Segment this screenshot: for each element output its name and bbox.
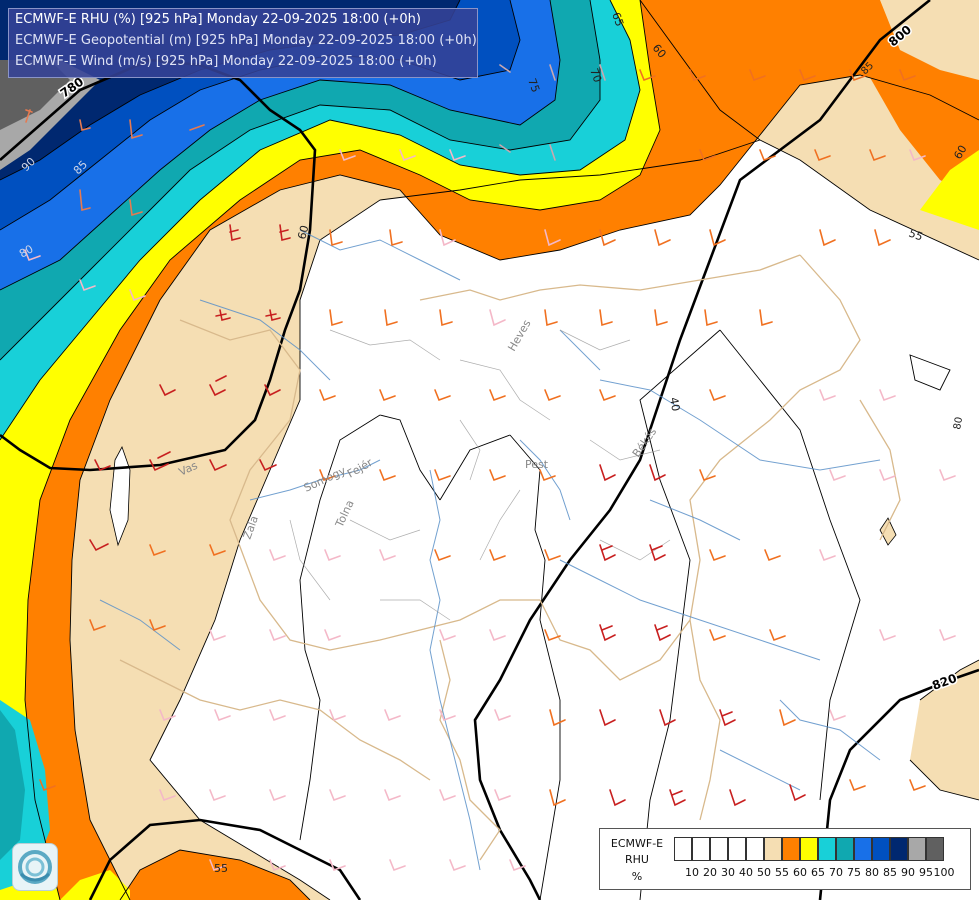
legend-tick-label: 70 (829, 866, 843, 879)
rh-label: 60 (295, 224, 311, 241)
legend-swatch (710, 837, 728, 861)
legend-swatch (926, 837, 944, 861)
legend-swatch (746, 837, 764, 861)
legend-swatch (674, 837, 692, 861)
legend-swatch (764, 837, 782, 861)
rh-label: 75 (525, 77, 542, 95)
rh-label: 55 (214, 862, 228, 875)
rh-label: 65 (609, 11, 626, 29)
legend-tick-label: 30 (721, 866, 735, 879)
county-borders (119, 254, 901, 861)
legend-swatch (908, 837, 926, 861)
legend-unit: % (631, 870, 643, 883)
legend-tick-label: 65 (811, 866, 825, 879)
legend-swatch (782, 837, 800, 861)
wind-barb (24, 149, 956, 872)
rh-65-area-ne (920, 150, 979, 230)
rh-label: 40 (667, 396, 682, 412)
legend-tick-label: 85 (883, 866, 897, 879)
legend-swatch (872, 837, 890, 861)
legend-swatch (692, 837, 710, 861)
legend-swatch (728, 837, 746, 861)
wind-barbs (24, 64, 956, 872)
rh-label: 55 (907, 227, 925, 244)
legend-ticks: 10 20 30 40 50 55 60 65 70 75 80 85 90 95 100 (674, 866, 974, 880)
legend-model: ECMWF-E (610, 837, 664, 850)
legend-tick-label: 100 (933, 866, 955, 879)
wind-barb (25, 109, 205, 217)
title-line-geopotential: ECMWF-E Geopotential (m) [925 hPa] Monda… (15, 33, 477, 48)
map-title-box: ECMWF-E RHU (%) [925 hPa] Monday 22-09-2… (8, 8, 478, 78)
wind-barb (499, 64, 606, 161)
place-pest: Pest (525, 458, 549, 471)
rivers (99, 229, 881, 871)
wind-barb (39, 69, 926, 807)
legend-swatch (854, 837, 872, 861)
legend-tick-label: 40 (739, 866, 753, 879)
rh-label: 80 (17, 242, 36, 260)
legend-swatch (890, 837, 908, 861)
rh-70-area (0, 0, 640, 880)
rh-label: 60 (951, 143, 969, 162)
legend-tick-label: 20 (703, 866, 717, 879)
legend-tick-label: 50 (757, 866, 771, 879)
rh-label: 80 (952, 416, 965, 430)
rh-low-pocket (109, 446, 131, 547)
legend-tick-label: 60 (793, 866, 807, 879)
legend-tick-label: 90 (901, 866, 915, 879)
rh-60-area-ne (860, 60, 979, 200)
legend-tick-label: 55 (775, 866, 789, 879)
legend-tick-label: 10 (685, 866, 699, 879)
legend-swatch (836, 837, 854, 861)
legend-tick-label: 75 (847, 866, 861, 879)
rh-label: 70 (587, 67, 604, 85)
legend-swatch (800, 837, 818, 861)
color-legend: ECMWF-E RHU % 10 20 30 40 50 55 60 65 70 75 80 85 90… (599, 828, 971, 890)
legend-tick-label: 95 (919, 866, 933, 879)
legend-swatch (818, 837, 836, 861)
logo (12, 843, 58, 891)
legend-swatches (674, 837, 944, 861)
logo-icon (18, 850, 52, 884)
rh-75-area-west (0, 710, 25, 860)
title-line-wind: ECMWF-E Wind (m/s) [925 hPa] Monday 22-0… (15, 54, 437, 69)
legend-tick-label: 80 (865, 866, 879, 879)
title-line-rhu: ECMWF-E RHU (%) [925 hPa] Monday 22-09-2… (15, 12, 421, 27)
rh-65-area-south (60, 870, 130, 900)
legend-variable: RHU (625, 853, 649, 866)
wind-barb (89, 224, 806, 807)
rh-60-area-south (120, 850, 310, 900)
rh-55-pocket (879, 517, 897, 546)
